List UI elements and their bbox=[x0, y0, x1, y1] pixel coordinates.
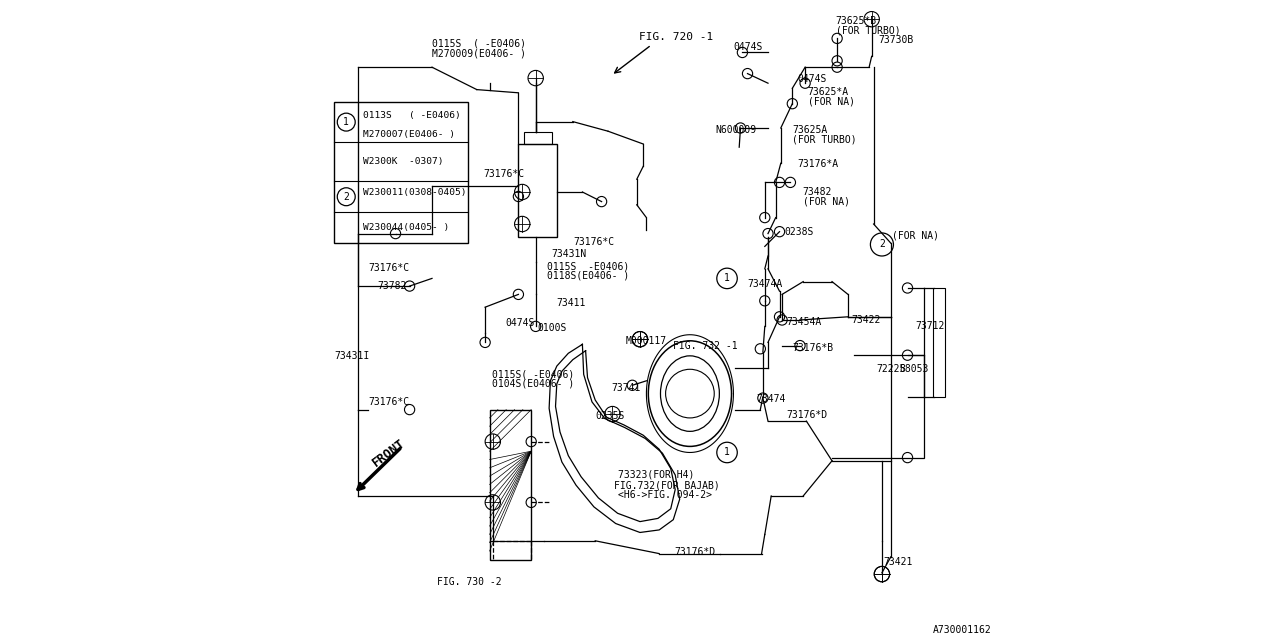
Text: 73431N: 73431N bbox=[552, 249, 588, 259]
Text: 73176*C: 73176*C bbox=[484, 169, 525, 179]
Text: 73625*B: 73625*B bbox=[836, 16, 877, 26]
Text: FRONT: FRONT bbox=[370, 436, 408, 469]
Circle shape bbox=[717, 268, 737, 289]
Text: N600009: N600009 bbox=[716, 125, 756, 135]
Text: (FOR TURBO): (FOR TURBO) bbox=[792, 134, 856, 145]
Text: 0115S  ( -E0406): 0115S ( -E0406) bbox=[433, 38, 526, 49]
Text: 73176*B: 73176*B bbox=[792, 342, 833, 353]
Text: 73625A: 73625A bbox=[792, 125, 828, 135]
Text: 73176*C: 73176*C bbox=[369, 262, 410, 273]
Text: 0118S(E0406- ): 0118S(E0406- ) bbox=[548, 271, 630, 281]
Text: 72225: 72225 bbox=[877, 364, 906, 374]
Text: 0238S: 0238S bbox=[785, 227, 814, 237]
Text: W2300K  -0307): W2300K -0307) bbox=[364, 157, 443, 166]
Bar bbox=[933, 288, 945, 397]
Text: A730001162: A730001162 bbox=[933, 625, 992, 636]
Text: M000117: M000117 bbox=[626, 336, 667, 346]
Text: 73482: 73482 bbox=[801, 187, 831, 197]
Text: 73176*D: 73176*D bbox=[675, 547, 716, 557]
Text: 0474S: 0474S bbox=[506, 317, 535, 328]
Text: 73176*C: 73176*C bbox=[573, 237, 614, 247]
Text: 2: 2 bbox=[879, 239, 884, 250]
Bar bbox=[891, 355, 924, 458]
Text: 0115S  -E0406): 0115S -E0406) bbox=[548, 261, 630, 271]
Text: 1: 1 bbox=[724, 447, 730, 458]
Text: 0235S: 0235S bbox=[595, 411, 625, 421]
Text: 0115S( -E0406): 0115S( -E0406) bbox=[492, 369, 573, 380]
Bar bbox=[524, 132, 552, 144]
Text: 88053: 88053 bbox=[900, 364, 929, 374]
Text: 0104S(E0406- ): 0104S(E0406- ) bbox=[492, 379, 573, 389]
Text: 73474: 73474 bbox=[756, 394, 786, 404]
Text: W230044(0405- ): W230044(0405- ) bbox=[364, 223, 449, 232]
Text: 73474A: 73474A bbox=[748, 278, 783, 289]
Bar bbox=[518, 144, 557, 237]
Text: 73411: 73411 bbox=[557, 298, 586, 308]
Text: 73712: 73712 bbox=[915, 321, 945, 332]
Text: 0113S   ( -E0406): 0113S ( -E0406) bbox=[364, 111, 461, 120]
Text: (FOR NA): (FOR NA) bbox=[804, 196, 850, 207]
Text: 73421: 73421 bbox=[883, 557, 913, 567]
Text: 2: 2 bbox=[343, 192, 349, 202]
Text: FIG. 732 -1: FIG. 732 -1 bbox=[673, 340, 737, 351]
Text: W230011(0308-0405): W230011(0308-0405) bbox=[364, 188, 466, 197]
Text: FIG. 720 -1: FIG. 720 -1 bbox=[639, 32, 713, 42]
Circle shape bbox=[338, 113, 356, 131]
Text: 73422: 73422 bbox=[851, 315, 881, 325]
Text: (FOR NA): (FOR NA) bbox=[891, 230, 938, 241]
Text: 73741: 73741 bbox=[612, 383, 641, 394]
Circle shape bbox=[870, 233, 893, 256]
Text: 1: 1 bbox=[724, 273, 730, 284]
Text: 73454A: 73454A bbox=[786, 317, 822, 327]
Text: M270009(E0406- ): M270009(E0406- ) bbox=[433, 49, 526, 59]
Text: 0474S: 0474S bbox=[797, 74, 827, 84]
Text: 0100S: 0100S bbox=[538, 323, 567, 333]
Text: 73431I: 73431I bbox=[334, 351, 370, 362]
Text: 1: 1 bbox=[343, 117, 349, 127]
Bar bbox=[490, 410, 531, 560]
Circle shape bbox=[338, 188, 356, 205]
Text: 73625*A: 73625*A bbox=[808, 86, 849, 97]
Circle shape bbox=[717, 442, 737, 463]
Text: 73323(FOR H4): 73323(FOR H4) bbox=[618, 470, 695, 480]
Text: <H6->FIG. 094-2>: <H6->FIG. 094-2> bbox=[618, 490, 712, 500]
Text: 73730B: 73730B bbox=[879, 35, 914, 45]
Text: 0474S: 0474S bbox=[733, 42, 763, 52]
Text: 73176*A: 73176*A bbox=[797, 159, 838, 169]
Text: 73782: 73782 bbox=[378, 281, 407, 291]
Text: 73176*C: 73176*C bbox=[369, 397, 410, 407]
Text: FIG.732(FOR BAJAB): FIG.732(FOR BAJAB) bbox=[614, 480, 721, 490]
Text: (FOR NA): (FOR NA) bbox=[809, 96, 855, 106]
Text: FIG. 730 -2: FIG. 730 -2 bbox=[438, 577, 502, 588]
Text: M270007(E0406- ): M270007(E0406- ) bbox=[364, 129, 454, 139]
Text: (FOR TURBO): (FOR TURBO) bbox=[836, 26, 900, 36]
Text: 73176*D: 73176*D bbox=[786, 410, 827, 420]
Bar bbox=[334, 102, 468, 243]
